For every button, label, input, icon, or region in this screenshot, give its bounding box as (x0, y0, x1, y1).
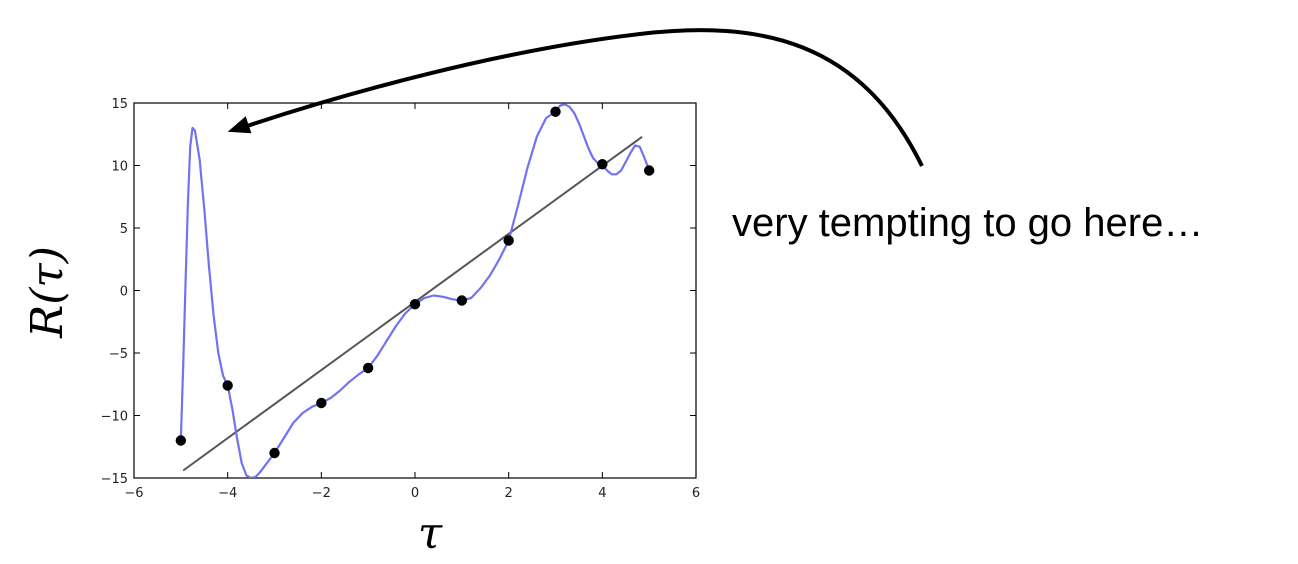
y-tick-label: −5 (109, 347, 128, 362)
y-tick-label: 0 (120, 285, 128, 300)
data-point (643, 165, 655, 176)
y-tick-label: −15 (101, 472, 128, 487)
data-point (316, 397, 327, 409)
annotation: very tempting to go here… (227, 28, 1203, 245)
data-point (269, 447, 280, 459)
y-tick-label: 15 (111, 97, 128, 112)
x-tick-label: 4 (598, 486, 606, 501)
data-point (175, 435, 187, 446)
x-axis-label: τ (418, 508, 443, 559)
x-tick-label: 6 (692, 486, 700, 501)
annotation-arrow (241, 28, 924, 167)
x-tick-label: −4 (218, 486, 237, 501)
x-ticks: −6 −4 −2 0 2 4 6 (124, 103, 700, 501)
y-ticks: −15 −10 −5 0 5 10 15 (101, 97, 696, 487)
polynomial-fit-curve (179, 103, 651, 478)
x-tick-label: −2 (312, 486, 331, 501)
data-point (550, 106, 561, 117)
y-tick-label: −10 (101, 410, 128, 425)
y-tick-label: 10 (111, 160, 128, 175)
data-point (597, 159, 608, 170)
plot-area: −6 −4 −2 0 2 4 6 −15 −10 −5 0 5 10 15 (101, 97, 701, 501)
x-tick-label: −6 (124, 486, 143, 501)
data-point (222, 380, 233, 391)
x-tick-label: 0 (411, 486, 419, 501)
annotation-text: very tempting to go here… (732, 201, 1203, 245)
data-point (503, 235, 514, 246)
x-tick-label: 2 (505, 486, 513, 501)
data-point (456, 295, 468, 306)
data-point (362, 362, 374, 374)
y-tick-label: 5 (120, 222, 128, 237)
annotation-arrow-head (227, 116, 252, 134)
y-axis-label: R(τ) (22, 246, 73, 339)
series-layer (175, 103, 655, 478)
data-point (409, 299, 421, 310)
